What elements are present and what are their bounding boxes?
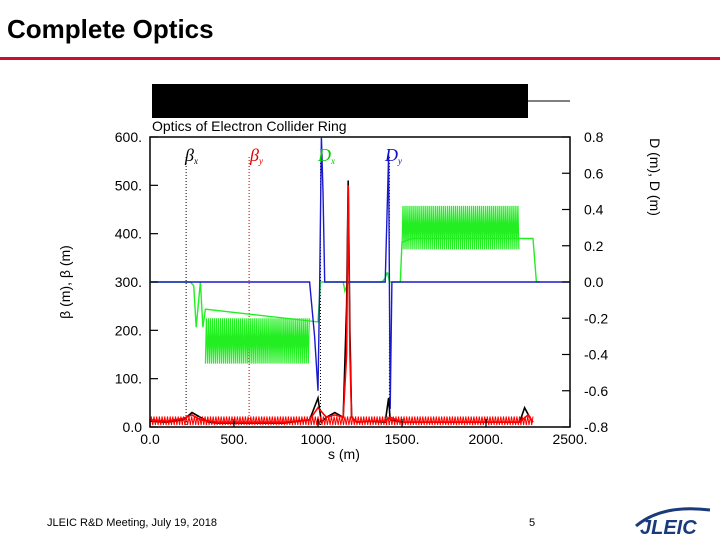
x-tick-label: 1000. [300,431,335,447]
y-tick-label-right: -0.2 [584,310,608,326]
page-number: 5 [529,517,536,529]
title-divider [0,57,720,60]
beta-y-noise [149,416,534,426]
y-tick-label-right: -0.8 [584,419,608,435]
y-tick-label-right: -0.6 [584,383,608,399]
legend-entry: Dy [384,145,402,166]
legend-symbol: D [384,145,398,165]
legend-subscript: x [330,156,335,166]
x-tick-label: 2000. [468,431,503,447]
legend-subscript: y [258,156,263,166]
plot-layer [149,136,570,427]
y-tick-label-left: 200. [115,322,142,338]
y-tick-label-right: 0.2 [584,238,604,254]
y-tick-label-right: 0.8 [584,129,604,145]
y-tick-label-right: 0.6 [584,165,604,181]
logo-text: JLEIC [640,517,697,538]
axes-layer: 0.0 100. 200. 300. 400. 500. 600. -0.8 -0.6 -0.4 -… [115,129,609,447]
legend-symbol: β [184,145,194,165]
legend-subscript: y [397,156,402,166]
dx-oscillation-band [204,318,310,364]
y-tick-label-left: 500. [115,177,142,193]
legend-entry: Dx [317,145,335,166]
dx-oscillation-band [401,205,520,250]
legend-symbol: D [317,145,331,165]
y-axis-label-right: D (m), D (m) [647,138,663,216]
y-tick-label-left: 0.0 [123,419,143,435]
y-tick-label-left: 100. [115,371,142,387]
slide-title: Complete Optics [7,14,214,44]
legend-entry: βx [184,145,198,166]
chart-title: Optics of Electron Collider Ring [152,118,347,134]
y-tick-label-left: 400. [115,226,142,242]
jleic-logo-icon: JLEIC [635,507,711,538]
series-line-d_y [150,136,570,409]
x-tick-label: 2500. [552,431,587,447]
x-tick-label: 1500. [384,431,419,447]
legend-entry: βy [249,145,263,166]
series-line-d_x [150,237,540,328]
legend-subscript: x [193,156,198,166]
y-tick-label-right: 0.0 [584,274,604,290]
chart-header-strip [152,84,528,118]
y-tick-label-right: -0.4 [584,347,608,363]
x-axis-label: s (m) [328,446,360,462]
y-tick-label-right: 0.4 [584,202,604,218]
footer-meeting: JLEIC R&D Meeting, July 19, 2018 [47,517,217,529]
x-tick-label: 500. [220,431,247,447]
legend-symbol: β [249,145,259,165]
y-tick-label-left: 600. [115,129,142,145]
x-tick-label: 0.0 [140,431,160,447]
y-axis-label-left: β (m), β (m) [57,245,73,319]
y-tick-label-left: 300. [115,274,142,290]
